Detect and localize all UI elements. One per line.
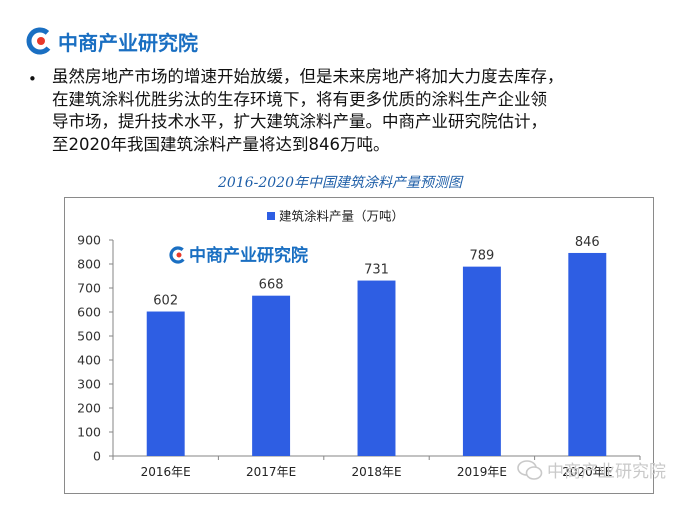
data-label: 731 bbox=[364, 263, 389, 278]
bullet-line: 在建筑涂料优胜劣汰的生存环境下，将有更多优质的涂料生产企业领 bbox=[52, 89, 547, 109]
bullet-dot-icon: • bbox=[28, 70, 37, 88]
x-tick-label: 2017年E bbox=[246, 465, 296, 479]
legend-swatch bbox=[267, 212, 275, 220]
bar bbox=[568, 252, 607, 456]
chart-title: 2016-2020年中国建筑涂料产量预测图 bbox=[218, 175, 462, 191]
wechat-watermark-text: 中商产业研究院 bbox=[547, 462, 666, 482]
bar-chart: 0 100 200 300 400 500 600 700 800 900 602 2016年E 668… bbox=[77, 209, 641, 479]
y-tick-label: 0 bbox=[93, 449, 101, 464]
watermark-logo-dot bbox=[176, 252, 182, 258]
x-tick-label: 2019年E bbox=[457, 465, 507, 479]
brand-logo-icon bbox=[26, 27, 54, 55]
x-tick-label: 2018年E bbox=[351, 465, 401, 479]
y-tick-label: 400 bbox=[77, 353, 101, 368]
bullet-text: 虽然房地产市场的增速开始放缓，但是未来房地产将加大力度去库存， 在建筑涂料优胜劣… bbox=[52, 66, 658, 156]
bar bbox=[252, 295, 291, 456]
y-tick-label: 600 bbox=[77, 305, 101, 320]
bullet-paragraph: • 虽然房地产市场的增速开始放缓，但是未来房地产将加大力度去库存， 在建筑涂料优… bbox=[28, 66, 658, 156]
data-label: 846 bbox=[575, 235, 600, 250]
y-tick-label: 700 bbox=[77, 281, 101, 296]
watermark-logo-icon bbox=[169, 246, 187, 264]
data-label: 789 bbox=[469, 249, 494, 264]
y-tick-label: 800 bbox=[77, 257, 101, 272]
chart-frame: 0 100 200 300 400 500 600 700 800 900 602 2016年E 668… bbox=[64, 197, 654, 494]
y-tick-label: 900 bbox=[77, 233, 101, 248]
y-tick-label: 100 bbox=[77, 425, 101, 440]
data-label: 602 bbox=[153, 294, 178, 309]
brand-logo-text: 中商产业研究院 bbox=[58, 30, 198, 55]
bullet-line: 导市场，提升技术水平，扩大建筑涂料产量。中商产业研究院估计， bbox=[52, 112, 547, 131]
data-label: 668 bbox=[259, 278, 284, 293]
bar bbox=[357, 280, 396, 456]
y-tick-label: 200 bbox=[77, 401, 101, 416]
watermark-logo-text: 中商产业研究院 bbox=[189, 245, 308, 266]
wechat-watermark: 中商产业研究院 bbox=[517, 457, 666, 482]
legend-label: 建筑涂料产量（万吨） bbox=[279, 209, 404, 224]
y-tick-label: 500 bbox=[77, 329, 101, 344]
x-tick-label: 2020年E bbox=[562, 465, 612, 479]
brand-logo: 中商产业研究院 bbox=[26, 26, 198, 56]
bar bbox=[146, 311, 185, 456]
wechat-icon bbox=[517, 459, 543, 480]
bar bbox=[462, 266, 501, 456]
bullet-line: 至2020年我国建筑涂料产量将达到846万吨。 bbox=[52, 134, 390, 154]
bullet-line: 虽然房地产市场的增速开始放缓，但是未来房地产将加大力度去库存， bbox=[52, 67, 564, 86]
x-tick-label: 2016年E bbox=[141, 465, 191, 479]
y-tick-label: 300 bbox=[77, 377, 101, 392]
